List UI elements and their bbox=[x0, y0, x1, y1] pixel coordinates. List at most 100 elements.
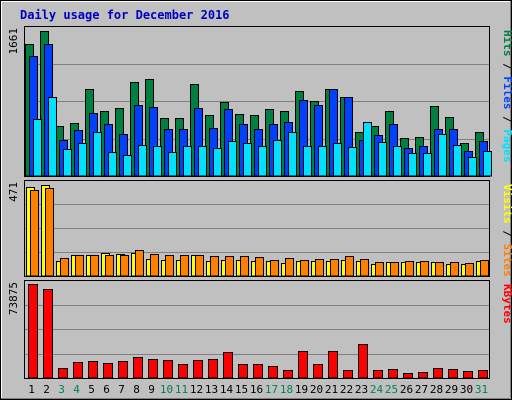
bar-pages-day-7 bbox=[123, 155, 132, 177]
chart-title: Daily usage for December 2016 bbox=[20, 8, 230, 22]
bar-sites-day-20 bbox=[315, 259, 324, 277]
bar-kbytes-day-27 bbox=[418, 372, 428, 379]
bar-pages-day-20 bbox=[318, 146, 327, 177]
x-tick-label: 10 bbox=[160, 383, 173, 396]
bar-kbytes-day-9 bbox=[148, 359, 158, 379]
bar-kbytes-day-29 bbox=[448, 369, 458, 379]
bar-kbytes-day-30 bbox=[463, 371, 473, 379]
x-tick-label: 12 bbox=[190, 383, 203, 396]
bar-kbytes-day-5 bbox=[88, 361, 98, 379]
bar-kbytes-day-16 bbox=[253, 364, 263, 379]
bar-sites-day-26 bbox=[405, 261, 414, 277]
bar-sites-day-9 bbox=[150, 254, 159, 277]
bar-pages-day-26 bbox=[408, 153, 417, 177]
bar-sites-day-19 bbox=[300, 260, 309, 277]
x-tick-label: 2 bbox=[43, 383, 50, 396]
bar-pages-day-17 bbox=[273, 140, 282, 177]
bar-sites-day-4 bbox=[75, 255, 84, 277]
bar-pages-day-21 bbox=[333, 143, 342, 177]
bar-sites-day-22 bbox=[345, 256, 354, 277]
x-tick-label: 26 bbox=[400, 383, 413, 396]
bar-kbytes-day-24 bbox=[373, 370, 383, 379]
x-tick-label: 13 bbox=[205, 383, 218, 396]
x-tick-label: 30 bbox=[460, 383, 473, 396]
bar-kbytes-day-17 bbox=[268, 366, 278, 379]
bar-kbytes-day-3 bbox=[58, 368, 68, 379]
bar-pages-day-6 bbox=[108, 152, 117, 177]
bar-pages-day-24 bbox=[378, 142, 387, 177]
bar-pages-day-9 bbox=[153, 146, 162, 177]
bar-sites-day-2 bbox=[45, 188, 54, 277]
x-tick-label: 22 bbox=[340, 383, 353, 396]
bar-kbytes-day-8 bbox=[133, 357, 143, 379]
panel-max-label: 1661 bbox=[7, 28, 20, 55]
bar-sites-day-23 bbox=[360, 259, 369, 277]
bar-pages-day-30 bbox=[468, 157, 477, 177]
panel-legend: Hits / Files / Pages bbox=[501, 30, 512, 163]
x-tick-label: 24 bbox=[370, 383, 384, 396]
bar-pages-day-29 bbox=[453, 145, 462, 177]
x-axis-day-labels: 1 2 3 4 5 6 7 8 9 10 11 12 13 14 15 16 17 18 19 20 21 22 23 24 2… bbox=[28, 383, 488, 396]
legend-pages: Pages bbox=[501, 129, 512, 162]
bar-sites-day-24 bbox=[375, 262, 384, 277]
bar-pages-day-4 bbox=[78, 143, 87, 177]
panel-visitors: 471 Visits / Sites bbox=[7, 180, 512, 277]
bar-sites-day-18 bbox=[285, 258, 294, 277]
bar-pages-day-25 bbox=[393, 146, 402, 177]
x-tick-label: 18 bbox=[280, 383, 293, 396]
legend-visits: Visits bbox=[501, 184, 512, 224]
bar-sites-day-14 bbox=[225, 256, 234, 277]
bar-pages-day-10 bbox=[168, 152, 177, 177]
bar-kbytes-day-31 bbox=[478, 370, 488, 379]
x-tick-label: 29 bbox=[445, 383, 458, 396]
x-tick-label: 16 bbox=[250, 383, 263, 396]
bar-pages-day-13 bbox=[213, 148, 222, 177]
bar-kbytes-day-2 bbox=[43, 289, 53, 379]
bar-kbytes-day-20 bbox=[313, 364, 323, 379]
legend-separator: / bbox=[501, 224, 512, 244]
bar-kbytes-day-13 bbox=[208, 359, 218, 379]
bar-kbytes-day-14 bbox=[223, 352, 233, 379]
bar-pages-day-1 bbox=[33, 119, 42, 177]
legend-separator: / bbox=[501, 110, 512, 130]
bar-kbytes-day-18 bbox=[283, 370, 293, 379]
legend-files: Files bbox=[501, 76, 512, 109]
x-tick-label: 1 bbox=[28, 383, 35, 396]
x-tick-label: 11 bbox=[175, 383, 188, 396]
bar-sites-day-1 bbox=[30, 190, 39, 277]
bar-sites-day-11 bbox=[180, 255, 189, 277]
x-tick-label: 21 bbox=[325, 383, 338, 396]
bar-kbytes-day-21 bbox=[328, 351, 338, 379]
bar-sites-day-13 bbox=[210, 256, 219, 277]
x-tick-label: 5 bbox=[88, 383, 95, 396]
bar-kbytes-day-12 bbox=[193, 360, 203, 379]
panel-requests: 1661 Hits / Files / Pages bbox=[7, 26, 512, 177]
bar-pages-day-3 bbox=[63, 149, 72, 177]
legend-hits: Hits bbox=[501, 30, 512, 57]
panel-legend: Visits / Sites bbox=[501, 184, 512, 277]
x-tick-label: 17 bbox=[265, 383, 278, 396]
bar-kbytes-day-1 bbox=[28, 284, 38, 379]
bar-pages-day-18 bbox=[288, 132, 297, 177]
bar-sites-day-8 bbox=[135, 250, 144, 277]
bar-pages-day-11 bbox=[183, 146, 192, 177]
bar-sites-day-28 bbox=[435, 262, 444, 277]
bar-kbytes-day-23 bbox=[358, 344, 368, 379]
bar-kbytes-day-19 bbox=[298, 351, 308, 379]
x-tick-label: 9 bbox=[148, 383, 155, 396]
x-tick-label: 14 bbox=[220, 383, 234, 396]
bar-pages-day-5 bbox=[93, 132, 102, 177]
bar-kbytes-day-11 bbox=[178, 364, 188, 379]
bar-kbytes-day-10 bbox=[163, 360, 173, 379]
bar-sites-day-27 bbox=[420, 261, 429, 277]
bar-sites-day-10 bbox=[165, 255, 174, 277]
x-tick-label: 31 bbox=[475, 383, 488, 396]
chart-panels: 1661 Hits / Files / Pages 471 Visits / Site… bbox=[7, 26, 512, 379]
panel-max-label: 73875 bbox=[7, 282, 20, 315]
bar-sites-day-5 bbox=[90, 255, 99, 277]
x-tick-label: 4 bbox=[73, 383, 80, 396]
bar-pages-day-31 bbox=[483, 151, 492, 177]
bar-pages-day-2 bbox=[48, 97, 57, 177]
bar-sites-day-17 bbox=[270, 260, 279, 277]
